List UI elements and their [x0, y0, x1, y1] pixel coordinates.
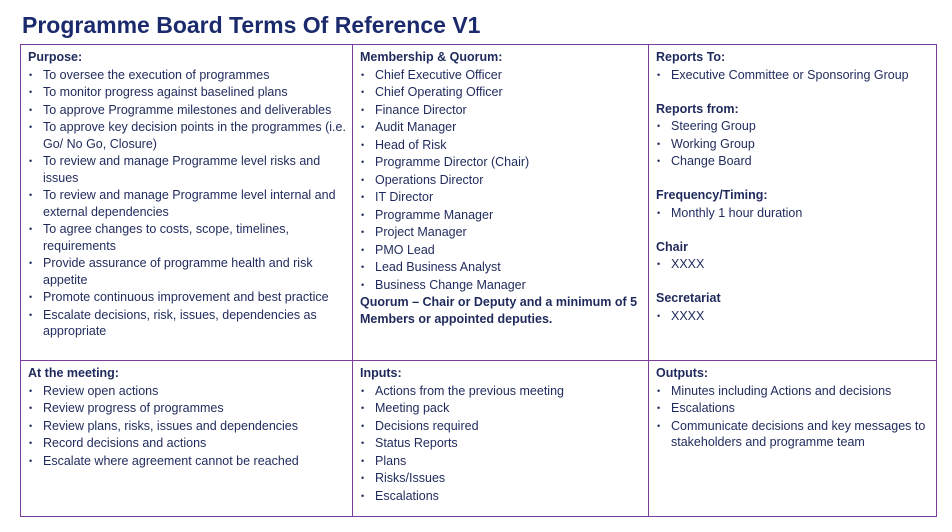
bullet-item: To oversee the execution of programmes: [28, 67, 346, 84]
table-cell: Outputs: Minutes including Actions and de…: [649, 361, 936, 516]
bullet-item: To review and manage Programme level int…: [28, 187, 346, 220]
section: Secretariat XXXX: [656, 290, 930, 324]
section: Purpose: To oversee the execution of prog…: [28, 49, 346, 340]
section: Reports To: Executive Committee or Sponso…: [656, 49, 930, 83]
table-cell: Inputs: Actions from the previous meeting…: [353, 361, 649, 516]
title: Programme Board Terms Of Reference V1: [22, 12, 481, 38]
bullet-item: XXXX: [656, 256, 930, 273]
bullet-item: Finance Director: [360, 102, 642, 119]
section-heading: Reports To:: [656, 50, 726, 64]
section: Membership & Quorum: Chief Executive Offi…: [360, 49, 642, 327]
bullet-item: To approve Programme milestones and deli…: [28, 102, 346, 119]
bullet-list: Steering GroupWorking GroupChange Board: [656, 118, 930, 170]
bullet-item: Communicate decisions and key messages t…: [656, 418, 930, 451]
section-heading: Purpose:: [28, 50, 83, 64]
bullet-item: Meeting pack: [360, 400, 642, 417]
bullet-item: To monitor progress against baselined pl…: [28, 84, 346, 101]
section-heading: Chair: [656, 239, 688, 254]
table-cell: Membership & Quorum: Chief Executive Offi…: [353, 45, 649, 361]
bullet-item: Status Reports: [360, 435, 642, 452]
bullet-item: Change Board: [656, 153, 930, 170]
bullet-item: To approve key decision points in the pr…: [28, 119, 346, 152]
section: Reports from: Steering GroupWorking Group…: [656, 101, 930, 170]
bullet-list: Chief Executive OfficerChief Operating O…: [360, 67, 642, 294]
bullet-list: Executive Committee or Sponsoring Group: [656, 67, 930, 84]
bullet-list: XXXX: [656, 256, 930, 273]
bullet-item: Minutes including Actions and decisions: [656, 383, 930, 400]
bullet-item: Lead Business Analyst: [360, 259, 642, 276]
bullet-list: Monthly 1 hour duration: [656, 205, 930, 222]
bullet-item: Business Change Manager: [360, 277, 642, 294]
table-cell: Reports To: Executive Committee or Sponso…: [649, 45, 936, 361]
bullet-item: Escalations: [656, 400, 930, 417]
bullet-item: Review plans, risks, issues and dependen…: [28, 418, 346, 435]
section: At the meeting:Review open actionsReview…: [28, 365, 346, 469]
section-heading: Outputs:: [656, 366, 709, 380]
bullet-item: Operations Director: [360, 172, 642, 189]
terms-table: Purpose: To oversee the execution of prog…: [20, 44, 937, 517]
bullet-item: Chief Executive Officer: [360, 67, 642, 84]
bullet-item: XXXX: [656, 308, 930, 325]
bullet-item: Chief Operating Officer: [360, 84, 642, 101]
bullet-item: Programme Director (Chair): [360, 154, 642, 171]
section-heading: Reports from:: [656, 101, 739, 116]
bullet-item: Review open actions: [28, 383, 346, 400]
bullet-item: IT Director: [360, 189, 642, 206]
section-heading: Frequency/Timing:: [656, 188, 768, 202]
bullet-item: Promote continuous improvement and best …: [28, 289, 346, 306]
bullet-item: To review and manage Programme level ris…: [28, 153, 346, 186]
bullet-item: PMO Lead: [360, 242, 642, 259]
bullet-item: Decisions required: [360, 418, 642, 435]
section-heading: Secretariat: [656, 291, 721, 305]
bullet-item: Risks/Issues: [360, 470, 642, 487]
section: Inputs: Actions from the previous meeting…: [360, 365, 642, 504]
quorum-note: Quorum – Chair or Deputy and a minimum o…: [360, 295, 638, 326]
bullet-item: Record decisions and actions: [28, 435, 346, 452]
bullet-item: Escalations: [360, 488, 642, 505]
bullet-item: Steering Group: [656, 118, 930, 135]
bullet-item: Project Manager: [360, 224, 642, 241]
section-heading: At the meeting:: [28, 366, 119, 380]
bullet-item: Executive Committee or Sponsoring Group: [656, 67, 930, 84]
bullet-list: Review open actionsReview progress of pr…: [28, 383, 346, 470]
bullet-item: To agree changes to costs, scope, timeli…: [28, 221, 346, 254]
section-heading: Inputs:: [360, 366, 402, 380]
section: Frequency/Timing: Monthly 1 hour duration: [656, 187, 930, 221]
bullet-item: Monthly 1 hour duration: [656, 205, 930, 222]
bullet-item: Working Group: [656, 136, 930, 153]
bullet-item: Head of Risk: [360, 137, 642, 154]
bullet-item: Review progress of programmes: [28, 400, 346, 417]
bullet-item: Programme Manager: [360, 207, 642, 224]
bullet-list: Actions from the previous meetingMeeting…: [360, 383, 642, 505]
bullet-list: Minutes including Actions and decisionsE…: [656, 383, 930, 451]
bullet-item: Audit Manager: [360, 119, 642, 136]
bullet-item: Escalate where agreement cannot be reach…: [28, 453, 346, 470]
section: Outputs: Minutes including Actions and de…: [656, 365, 930, 451]
bullet-item: Plans: [360, 453, 642, 470]
bullet-list: XXXX: [656, 308, 930, 325]
table-cell: At the meeting:Review open actionsReview…: [21, 361, 353, 516]
bullet-item: Provide assurance of programme health an…: [28, 255, 346, 288]
bullet-item: Escalate decisions, risk, issues, depend…: [28, 307, 346, 340]
bullet-list: To oversee the execution of programmesTo…: [28, 67, 346, 340]
section: Chair XXXX: [656, 239, 930, 273]
table-cell: Purpose: To oversee the execution of prog…: [21, 45, 353, 361]
bullet-item: Actions from the previous meeting: [360, 383, 642, 400]
section-heading: Membership & Quorum:: [360, 50, 503, 64]
